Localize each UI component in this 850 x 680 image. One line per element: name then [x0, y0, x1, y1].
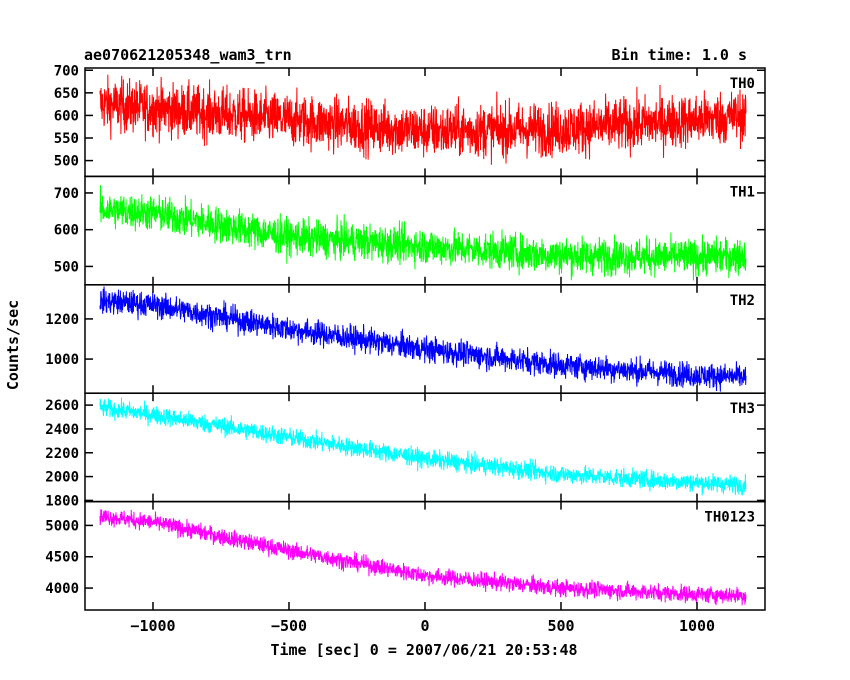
panel-label-th3: TH3	[730, 401, 755, 417]
y-tick-label-th0: 600	[54, 108, 79, 124]
x-tick-label: −500	[271, 617, 307, 635]
panel-label-th0: TH0	[730, 76, 755, 92]
panel-label-th0123: TH0123	[704, 510, 755, 526]
series-th1-line	[99, 185, 747, 281]
y-tick-label-th0123: 5000	[45, 518, 79, 534]
y-tick-label-th3: 2000	[45, 470, 79, 486]
y-tick-label-th1: 500	[54, 259, 79, 275]
y-tick-label-th0123: 4000	[45, 581, 79, 597]
x-tick-label: 1000	[679, 617, 715, 635]
series-th3-line	[99, 397, 747, 496]
y-axis-label: Counts/sec	[4, 300, 22, 390]
x-tick-label: −1000	[130, 617, 175, 635]
y-tick-label-th3: 2400	[45, 422, 79, 438]
bin-time-label: Bin time: 1.0 s	[612, 46, 747, 64]
y-tick-label-th2: 1000	[45, 352, 79, 368]
x-axis-label: Time [sec] 0 = 2007/06/21 20:53:48	[270, 641, 577, 659]
panel-label-th1: TH1	[730, 184, 755, 200]
panel-frame-th2	[84, 284, 766, 394]
y-tick-label-th1: 700	[54, 186, 79, 202]
y-tick-label-th0: 650	[54, 86, 79, 102]
series-th0-line	[99, 74, 747, 165]
panels-group: 500 550 600 650 700 TH0 500 600 700 TH1 1000 1200 TH…	[45, 63, 766, 635]
panel-label-th2: TH2	[730, 293, 755, 309]
y-tick-label-th0: 700	[54, 63, 79, 79]
y-tick-label-th0123: 4500	[45, 550, 79, 566]
series-th2-line	[99, 286, 747, 392]
y-tick-label-th3: 2200	[45, 446, 79, 462]
x-tick-label: 0	[420, 617, 429, 635]
y-tick-label-th3: 1800	[45, 493, 79, 509]
y-tick-label-th0: 550	[54, 131, 79, 147]
y-tick-label-th2: 1200	[45, 312, 79, 328]
series-th0123-line	[99, 509, 747, 606]
y-tick-label-th1: 600	[54, 223, 79, 239]
y-tick-label-th3: 2600	[45, 398, 79, 414]
chart-title: ae070621205348_wam3_trn	[84, 46, 292, 64]
y-tick-label-th0: 500	[54, 154, 79, 170]
x-tick-label: 500	[547, 617, 574, 635]
